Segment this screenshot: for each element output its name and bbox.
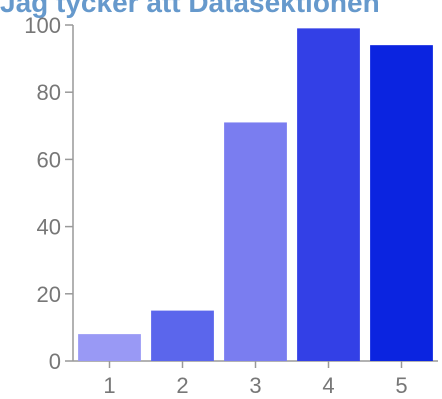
x-tick-label: 2 — [176, 373, 188, 398]
bar-2 — [151, 310, 214, 361]
y-tick-label: 100 — [24, 13, 61, 38]
bar-3 — [224, 122, 287, 361]
bar-5 — [370, 45, 433, 361]
y-tick-label: 60 — [37, 147, 61, 172]
x-tick-label: 4 — [322, 373, 334, 398]
x-tick-label: 3 — [249, 373, 261, 398]
chart-title: Jag tycker att Datasektionen — [0, 0, 380, 18]
bar-1 — [78, 334, 141, 361]
bar-4 — [297, 28, 360, 362]
x-tick-label: 1 — [103, 373, 115, 398]
x-tick-label: 5 — [395, 373, 407, 398]
y-tick-label: 80 — [37, 80, 61, 105]
y-tick-label: 40 — [37, 215, 61, 240]
y-tick-label: 20 — [37, 282, 61, 307]
y-tick-label: 0 — [49, 349, 61, 374]
